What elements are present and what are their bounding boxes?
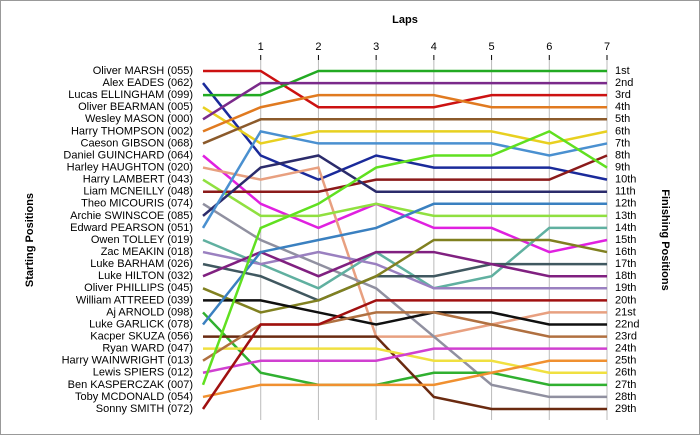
series-line <box>203 335 607 411</box>
y2-tick-label: 3rd <box>615 89 631 101</box>
y2-tick-label: 22nd <box>615 318 639 330</box>
series-label: Theo MICOURIS (074) <box>81 198 193 210</box>
series-label: Harley HAUGHTON (020) <box>67 161 193 173</box>
y2-tick-label: 2nd <box>615 77 633 89</box>
y2-tick-label: 26th <box>615 367 636 379</box>
series-line <box>202 226 607 290</box>
series-label: Harry WAINWRIGHT (013) <box>62 355 193 367</box>
series-label: Oliver BEARMAN (005) <box>78 101 193 113</box>
series-label: Daniel GUINCHARD (064) <box>63 149 193 161</box>
series-line <box>202 166 607 338</box>
y2-tick-label: 24th <box>615 343 636 355</box>
x-tick-label: 7 <box>604 41 610 53</box>
y2-tick-label: 16th <box>615 246 636 258</box>
x-axis-title: Laps <box>392 14 418 26</box>
series-label: Zac MEAKIN (018) <box>101 246 193 258</box>
series-line <box>203 299 607 326</box>
series-line <box>203 154 608 193</box>
series-label: Owen TOLLEY (019) <box>91 234 193 246</box>
y2-tick-label: 27th <box>615 379 636 391</box>
series-line <box>203 69 607 97</box>
series-label: Luke HILTON (032) <box>98 270 193 282</box>
y2-tick-label: 12th <box>615 198 636 210</box>
series-label: Lucas ELLINGHAM (099) <box>68 89 193 101</box>
x-tick-label: 3 <box>373 41 379 53</box>
series-line <box>202 178 607 218</box>
series-label: Ryan WARD (047) <box>102 343 193 355</box>
y2-tick-label: 10th <box>615 174 636 186</box>
x-tick-label: 1 <box>258 41 264 53</box>
x-tick-label: 5 <box>489 41 495 53</box>
series-line <box>201 129 608 386</box>
series-label: Kacper SKUZA (056) <box>90 330 193 342</box>
series-label: Archie SWINSCOE (085) <box>70 210 193 222</box>
series-line <box>202 359 607 399</box>
series-line <box>202 238 608 314</box>
series-label: Toby MCDONALD (054) <box>75 391 193 403</box>
x-tick-label: 6 <box>546 41 552 53</box>
y2-axis-title: Finishing Positions <box>659 189 671 290</box>
y2-tick-label: 28th <box>615 391 636 403</box>
series-label: Lewis SPIERS (012) <box>93 367 193 379</box>
series-line <box>202 106 608 145</box>
series-line <box>202 250 607 278</box>
series-label: Caeson GIBSON (068) <box>81 137 194 149</box>
series-line <box>202 347 607 375</box>
series-label: Sonny SMITH (072) <box>96 403 193 415</box>
series-label: Oliver MARSH (055) <box>93 65 193 77</box>
series-label: Wesley MASON (000) <box>85 113 193 125</box>
y2-tick-label: 15th <box>615 234 636 246</box>
y2-tick-label: 21st <box>615 306 636 318</box>
series-label: Alex EADES (062) <box>103 77 193 89</box>
series-line <box>202 262 607 302</box>
series-label: Luke GARLICK (078) <box>89 318 193 330</box>
y2-tick-label: 11th <box>615 186 636 198</box>
series-label: Harry LAMBERT (043) <box>83 174 193 186</box>
y2-tick-label: 20th <box>615 294 636 306</box>
y2-tick-label: 14th <box>615 222 636 234</box>
series-line <box>201 129 608 229</box>
series-line <box>202 118 607 145</box>
y2-tick-label: 7th <box>615 137 630 149</box>
y2-tick-label: 18th <box>615 270 636 282</box>
y2-tick-label: 17th <box>615 258 636 270</box>
x-tick-label: 2 <box>315 41 321 53</box>
y2-tick-label: 23rd <box>615 330 637 342</box>
series-label: William ATTREED (039) <box>76 294 193 306</box>
series-label: Edward PEARSON (051) <box>70 222 193 234</box>
y2-tick-label: 9th <box>615 161 630 173</box>
series-line <box>203 69 607 109</box>
series-line <box>202 311 607 387</box>
y2-tick-label: 13th <box>615 210 636 222</box>
series-label: Harry THOMPSON (002) <box>71 125 193 137</box>
y2-tick-label: 5th <box>615 113 630 125</box>
y2-tick-label: 6th <box>615 125 630 137</box>
y2-tick-label: 1st <box>615 65 630 77</box>
y2-tick-label: 8th <box>615 149 630 161</box>
y-axis-title: Starting Positions <box>24 193 36 287</box>
series-line <box>202 202 607 326</box>
series-label: Aj ARNOLD (098) <box>106 306 193 318</box>
series-label: Luke BARHAM (026) <box>90 258 193 270</box>
x-tick-label: 4 <box>431 41 437 53</box>
y2-tick-label: 19th <box>615 282 636 294</box>
y2-tick-label: 4th <box>615 101 630 113</box>
series-line <box>202 81 607 121</box>
series-label: Ben KASPERCZAK (007) <box>68 379 193 391</box>
series-label: Liam MCNEILLY (048) <box>83 186 193 198</box>
series-line <box>201 299 607 410</box>
series-line <box>202 154 607 217</box>
y2-tick-label: 25th <box>615 355 636 367</box>
series-line <box>202 93 607 133</box>
y2-tick-label: 29th <box>615 403 636 415</box>
series-label: Oliver PHILLIPS (045) <box>84 282 193 294</box>
